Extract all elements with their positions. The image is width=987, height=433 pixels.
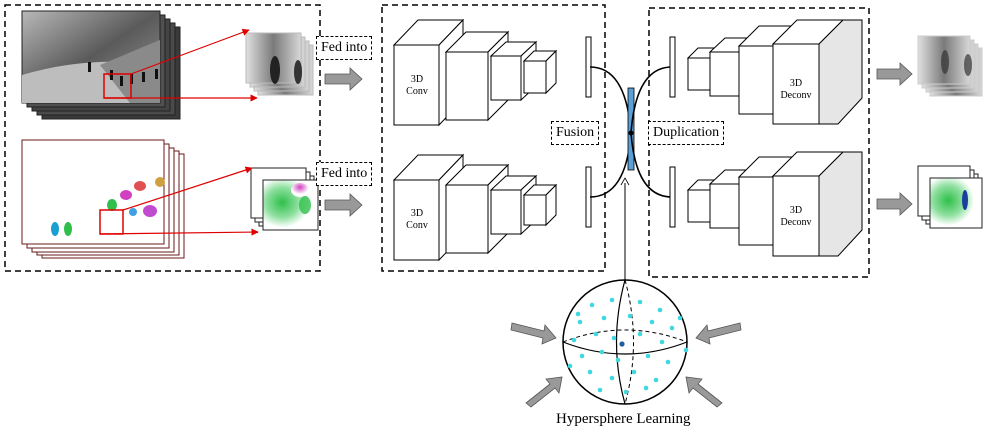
hypersphere-point (601, 315, 607, 321)
dup-curve-bottom (630, 132, 673, 198)
gray-arrow-input-bottom (324, 193, 363, 217)
hypersphere-point (637, 331, 643, 337)
gray-arrow-hs-lr (685, 376, 723, 408)
dup-curve-top (630, 66, 673, 134)
hypersphere-point (575, 311, 581, 317)
hypersphere-point (645, 353, 651, 359)
gray-arrow-hs-ll (525, 376, 563, 408)
hypersphere-point (631, 369, 637, 375)
decoder-deconv-top (686, 19, 863, 125)
conv-label-top: 3D Conv (402, 74, 432, 98)
hypersphere-point (669, 325, 675, 331)
red-arrow-gray-top (130, 28, 250, 75)
gray-arrow-hs-ur (695, 322, 742, 345)
hypersphere-point (571, 337, 577, 343)
gray-frame-stack (21, 10, 181, 120)
hypersphere-point (611, 335, 617, 341)
deconv-label-top-line2: Deconv (780, 90, 812, 101)
hypersphere-point (609, 375, 615, 381)
deconv-label-bottom: 3D Deconv (774, 205, 818, 229)
deconv-label-top-line1: 3D (789, 78, 803, 89)
encoder-panel (381, 4, 606, 272)
hypersphere-point (649, 319, 655, 325)
hypersphere-point (683, 347, 689, 353)
conv-label-top-line2: Conv (406, 86, 428, 97)
conv-label-bottom: 3D Conv (402, 208, 432, 232)
hypersphere-point (567, 363, 573, 369)
flow-frame-stack (21, 139, 185, 259)
gray-clip-stack (245, 32, 314, 96)
deconv-label-bottom-line1: 3D (789, 205, 803, 216)
hypersphere-point (593, 331, 599, 337)
deconv-label-top: 3D Deconv (774, 78, 818, 102)
fed-into-label-top: Fed into (316, 36, 373, 60)
gray-arrow-hs-ul (510, 322, 557, 345)
hypersphere-point (597, 387, 603, 393)
fusion-label: Fusion (551, 121, 600, 145)
reconstructed-flow-stack (917, 165, 983, 229)
hypersphere-points (567, 297, 689, 395)
decoder-deconv-bottom (686, 151, 863, 257)
flow-clip-stack (250, 167, 319, 231)
hypersphere-point (609, 297, 615, 303)
hypersphere-point (587, 369, 593, 375)
hypersphere-point (677, 315, 683, 321)
hypersphere-point (657, 307, 663, 313)
hypersphere-point (637, 299, 643, 305)
red-arrow-flow-top (122, 166, 253, 211)
gray-arrow-output-bottom (876, 192, 913, 216)
red-arrow-flow-bottom (99, 228, 259, 236)
hypersphere-point (653, 377, 659, 383)
decoder-vector-top (669, 36, 676, 98)
hypersphere-point (577, 319, 583, 325)
conv-label-bottom-line1: 3D (410, 208, 424, 219)
hypersphere-point (579, 353, 585, 359)
fed-into-label-bottom: Fed into (316, 162, 373, 186)
deconv-label-bottom-line2: Deconv (780, 217, 812, 228)
gray-arrow-input-top (324, 67, 363, 91)
hypersphere-center-point (619, 341, 625, 347)
hypersphere-point (627, 313, 633, 319)
hypersphere-point (643, 385, 649, 391)
reconstructed-gray-stack (917, 35, 983, 97)
decoder-vector-bottom (669, 166, 676, 228)
conv-label-bottom-line2: Conv (406, 220, 428, 231)
hypersphere-point (599, 349, 605, 355)
hypersphere-tick (620, 177, 630, 186)
duplication-label: Duplication (648, 121, 725, 145)
encoder-conv-bottom (392, 153, 558, 262)
hypersphere (562, 279, 688, 405)
hypersphere-point (665, 359, 671, 365)
hypersphere-point (589, 302, 595, 308)
hypersphere-caption: Hypersphere Learning (556, 411, 691, 427)
hypersphere-point (659, 339, 665, 345)
conv-label-top-line1: 3D (410, 74, 424, 85)
gray-arrow-output-top (876, 62, 913, 86)
hypersphere-point (615, 357, 621, 363)
hypersphere-point (623, 389, 629, 395)
encoder-conv-top (392, 18, 558, 127)
